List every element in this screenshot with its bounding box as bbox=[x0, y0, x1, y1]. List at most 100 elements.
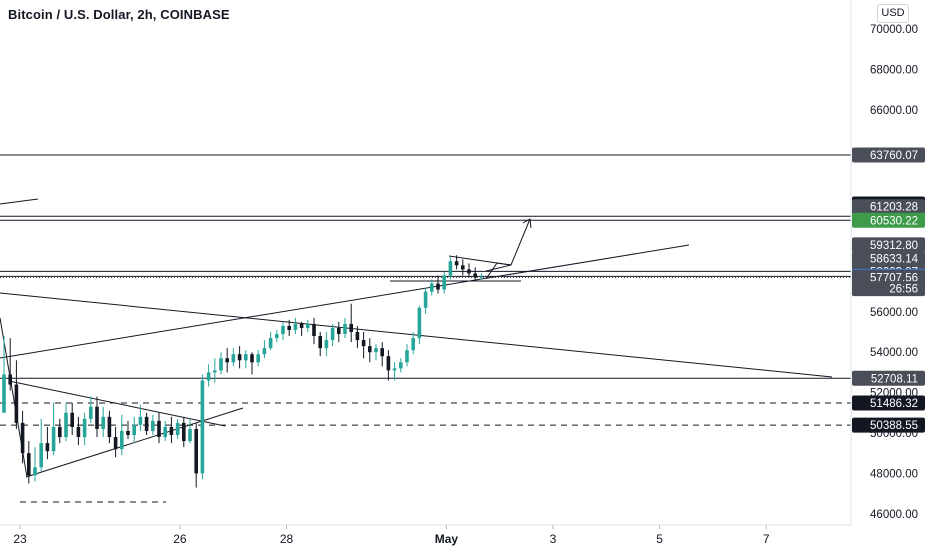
price-tag bbox=[852, 281, 925, 297]
candle-body bbox=[281, 325, 285, 335]
candle-body bbox=[430, 283, 434, 292]
candle-body bbox=[324, 340, 329, 349]
x-tick-label: 3 bbox=[550, 532, 557, 546]
candle-body bbox=[126, 430, 130, 436]
candle-body bbox=[423, 291, 428, 308]
candle-body bbox=[33, 467, 37, 476]
candle-body bbox=[20, 422, 25, 454]
price-tag bbox=[852, 269, 925, 285]
price-tag bbox=[852, 147, 925, 163]
candle-body bbox=[442, 275, 446, 290]
candle-body bbox=[132, 424, 136, 436]
candle-body bbox=[107, 416, 112, 438]
candle-body bbox=[2, 374, 6, 413]
price-tag-label: 60530.22 bbox=[870, 215, 918, 227]
candle-body bbox=[194, 428, 198, 474]
candle-body bbox=[244, 354, 248, 361]
x-tick-label: 28 bbox=[280, 532, 294, 546]
candle-body bbox=[454, 261, 459, 266]
candle-body bbox=[405, 350, 409, 363]
candle-body bbox=[411, 338, 415, 351]
candle-body bbox=[479, 276, 484, 278]
candle-body bbox=[306, 323, 310, 328]
y-tick-label: 48000.00 bbox=[870, 468, 918, 480]
price-tag bbox=[852, 237, 925, 253]
candle-body bbox=[206, 372, 211, 381]
price-tag-label: 58633.14 bbox=[870, 254, 919, 266]
descending-trendline bbox=[0, 292, 833, 378]
price-tag bbox=[852, 417, 925, 433]
candle-body bbox=[262, 348, 267, 355]
candle-body bbox=[268, 338, 273, 349]
candle-body bbox=[200, 380, 205, 474]
candle-body bbox=[219, 358, 223, 371]
candle-body bbox=[349, 323, 353, 332]
candle-body bbox=[120, 430, 124, 450]
price-tag-label: 50388.55 bbox=[870, 420, 918, 432]
candle-body bbox=[231, 354, 236, 363]
candle-body bbox=[299, 323, 304, 328]
y-tick-label: 56000.00 bbox=[870, 307, 918, 319]
time-axis[interactable]: 23 26 28 May 3 5 7 bbox=[13, 525, 770, 546]
candle-body bbox=[361, 340, 366, 347]
candle-body bbox=[287, 325, 291, 330]
x-tick-label: 7 bbox=[763, 532, 770, 546]
candle-body bbox=[374, 348, 378, 353]
candle-body bbox=[399, 362, 403, 369]
candle-body bbox=[275, 334, 279, 339]
candle-body bbox=[225, 358, 229, 363]
drawing-layer bbox=[0, 198, 833, 503]
price-tag-label: 59312.80 bbox=[870, 240, 918, 252]
candle-body bbox=[355, 332, 360, 341]
projection-arrow bbox=[485, 218, 531, 280]
price-tag bbox=[852, 251, 925, 267]
candle-body bbox=[14, 384, 19, 423]
candle-body bbox=[27, 453, 31, 476]
candle-body bbox=[157, 420, 161, 438]
price-tag bbox=[852, 395, 925, 411]
candle-body bbox=[188, 428, 192, 442]
candle-body bbox=[169, 426, 174, 436]
y-tick-label: 66000.00 bbox=[870, 105, 918, 117]
price-tag bbox=[852, 212, 925, 228]
candle-body bbox=[448, 261, 453, 276]
candle-body bbox=[250, 354, 254, 363]
candle-body bbox=[45, 443, 50, 452]
upper-trendline bbox=[0, 244, 690, 359]
candle-body bbox=[312, 323, 316, 337]
price-tag-label: 63760.07 bbox=[870, 150, 918, 162]
level-lines bbox=[0, 154, 851, 426]
candle-body bbox=[138, 416, 143, 425]
candle-body bbox=[76, 426, 81, 438]
price-tag-label: 26:56 bbox=[889, 284, 918, 296]
candle-body bbox=[144, 416, 149, 431]
candle-body bbox=[182, 422, 186, 442]
candle-body bbox=[58, 426, 62, 438]
y-tick-label: 68000.00 bbox=[870, 64, 918, 76]
y-tick-label: 70000.00 bbox=[870, 24, 918, 36]
candle-body bbox=[461, 265, 465, 270]
candle-body bbox=[467, 269, 471, 274]
candle-body bbox=[151, 420, 155, 431]
candle-body bbox=[380, 348, 384, 357]
candle-body bbox=[95, 406, 99, 429]
triangle-upper-line bbox=[8, 380, 226, 427]
candle-body bbox=[330, 327, 335, 341]
price-tag-label: 52708.11 bbox=[871, 373, 918, 385]
currency-button[interactable]: USD bbox=[877, 4, 909, 23]
chart-title: Bitcoin / U.S. Dollar, 2h, COINBASE bbox=[8, 7, 230, 22]
candle-body bbox=[392, 368, 397, 371]
candles-layer bbox=[2, 255, 484, 488]
price-tag-label: 51486.32 bbox=[870, 398, 918, 410]
short-top-line bbox=[0, 198, 39, 205]
candle-body bbox=[473, 273, 477, 278]
x-tick-label: May bbox=[435, 532, 459, 546]
candle-body bbox=[175, 422, 180, 436]
candle-body bbox=[70, 412, 74, 427]
price-tag bbox=[852, 370, 925, 386]
candle-body bbox=[343, 323, 347, 335]
price-tag bbox=[852, 199, 925, 215]
candle-body bbox=[8, 374, 12, 385]
